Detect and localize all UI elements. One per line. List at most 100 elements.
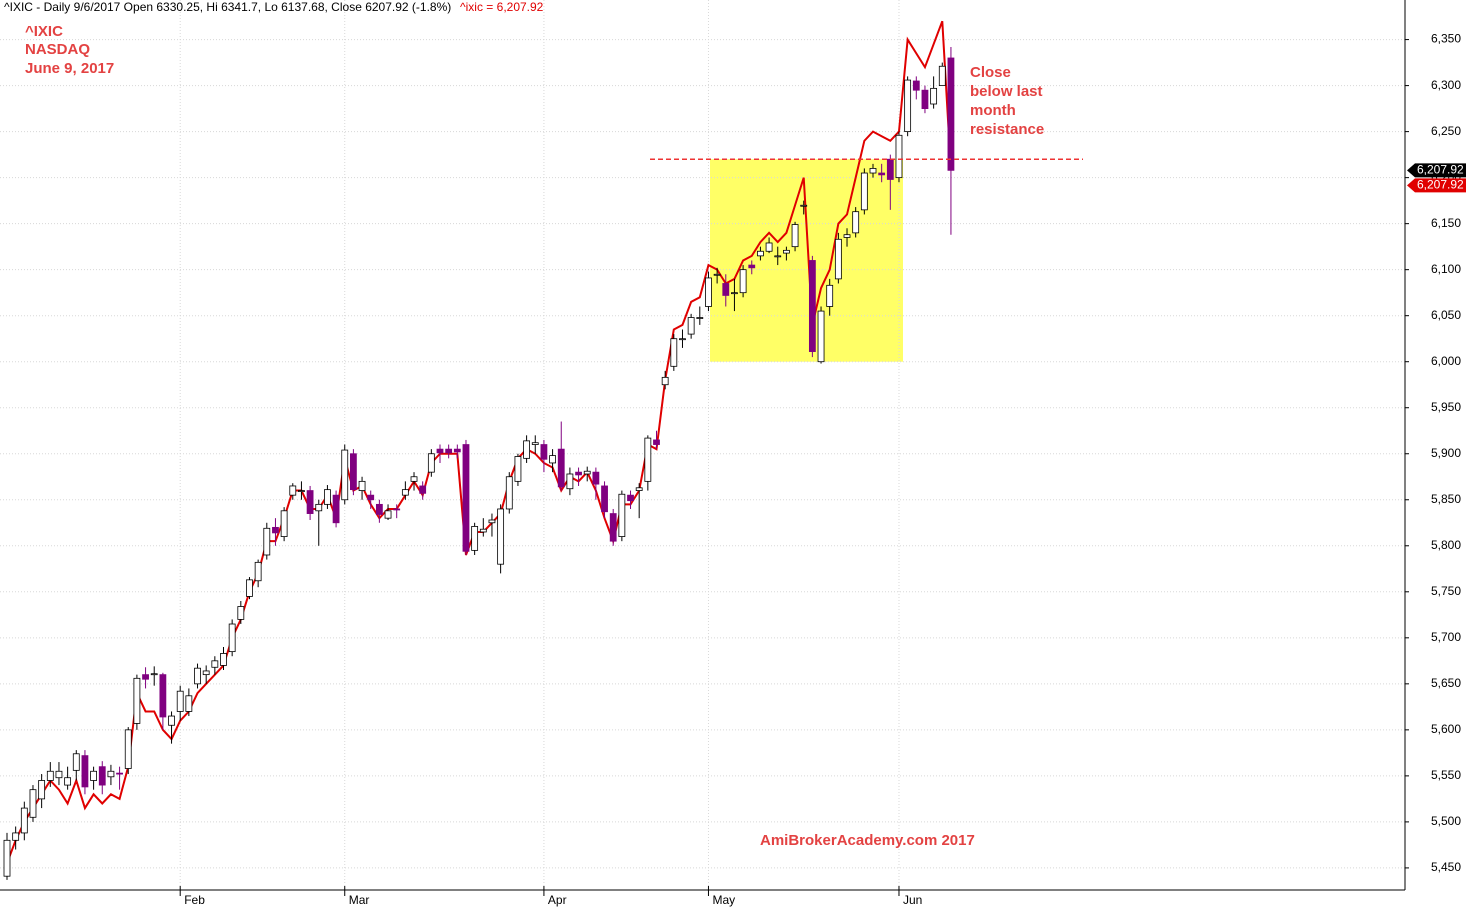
y-tick-label: 6,050 xyxy=(1431,308,1461,322)
candle-body xyxy=(289,485,297,496)
y-tick-label: 5,800 xyxy=(1431,538,1461,552)
candle-body xyxy=(462,444,470,552)
candle-body xyxy=(3,839,11,877)
background-layer xyxy=(0,0,1405,890)
y-tick-label: 6,100 xyxy=(1431,262,1461,276)
candle-body xyxy=(38,780,46,800)
y-tick-label: 6,350 xyxy=(1431,32,1461,46)
annotation: NASDAQ xyxy=(25,41,90,58)
y-tick-label: 6,250 xyxy=(1431,124,1461,138)
candle-body xyxy=(410,476,418,482)
candle-body xyxy=(921,89,929,110)
y-tick-label: 5,950 xyxy=(1431,400,1461,414)
candle-body xyxy=(886,158,894,180)
note: resistance xyxy=(970,121,1044,138)
candle-body xyxy=(90,770,97,781)
candle-body xyxy=(904,79,912,133)
candle-body xyxy=(661,376,669,386)
candle-body xyxy=(72,753,80,771)
candle-body xyxy=(46,770,54,781)
candle-body xyxy=(64,777,72,786)
candle-body xyxy=(808,260,816,352)
candle-body xyxy=(185,695,193,712)
x-tick-label: Feb xyxy=(184,893,205,907)
candle-body xyxy=(860,172,868,211)
candle-body xyxy=(29,789,37,818)
candle-body xyxy=(834,238,842,280)
candle-body xyxy=(81,755,89,788)
candle-body xyxy=(211,660,219,668)
candle-body xyxy=(142,674,149,680)
candle-body xyxy=(687,317,695,335)
last-price-box xyxy=(1407,178,1466,193)
candle-body xyxy=(566,473,574,490)
x-tick-label: Mar xyxy=(349,893,370,907)
candle-body xyxy=(635,487,643,491)
y-tick-label: 5,750 xyxy=(1431,584,1461,598)
candle-body xyxy=(306,490,314,514)
candle-body xyxy=(618,493,626,537)
candle-body xyxy=(419,485,427,494)
candle-body xyxy=(739,269,747,294)
candle-body xyxy=(453,448,461,453)
candle-body xyxy=(748,264,756,269)
candle-body xyxy=(150,673,158,676)
candle-body xyxy=(912,80,920,91)
candle-body xyxy=(12,832,20,841)
header: ^IXIC - Daily 9/6/2017 Open 6330.25, Hi … xyxy=(4,0,451,14)
y-tick-label: 6,150 xyxy=(1431,216,1461,230)
overlay-line xyxy=(6,20,952,864)
candle-body xyxy=(263,527,271,556)
candle-body xyxy=(817,310,825,363)
candle-body xyxy=(436,448,444,454)
candle-body xyxy=(315,503,323,512)
y-tick-label: 6,300 xyxy=(1431,78,1461,92)
y-tick-label: 5,450 xyxy=(1431,860,1461,874)
candle-body xyxy=(679,338,686,341)
annotation: ^IXIC xyxy=(25,23,63,40)
candle-body xyxy=(765,242,773,252)
candle-body xyxy=(324,489,331,505)
candle-body xyxy=(202,670,210,676)
candle-body xyxy=(531,442,539,445)
candle-body xyxy=(505,476,513,510)
candle-body xyxy=(722,283,730,296)
watermark: AmiBrokerAcademy.com 2017 xyxy=(760,832,975,849)
candle-body xyxy=(168,715,175,726)
candle-body xyxy=(497,508,505,565)
candle-body xyxy=(133,677,141,724)
candle-body xyxy=(367,494,375,501)
candle-body xyxy=(731,292,738,295)
candle-body xyxy=(783,249,790,254)
candle-body xyxy=(713,273,721,276)
candle-body xyxy=(609,513,617,542)
candle-body xyxy=(332,494,340,524)
last-price-box xyxy=(1407,163,1466,178)
note: Close xyxy=(970,64,1011,81)
x-tick-label: May xyxy=(712,893,735,907)
candle-body xyxy=(575,471,582,476)
x-tick-label: Jun xyxy=(903,893,922,907)
candle-body xyxy=(627,494,634,502)
highlight-zone xyxy=(710,159,903,362)
candle-body xyxy=(55,770,63,779)
candle-body xyxy=(228,623,236,653)
candle-body xyxy=(20,807,28,834)
candle-body xyxy=(220,653,227,666)
candle-body xyxy=(583,470,591,475)
y-tick-label: 5,900 xyxy=(1431,446,1461,460)
note: month xyxy=(970,102,1016,119)
candle-body xyxy=(557,448,565,488)
candle-body xyxy=(592,471,600,485)
candle-body xyxy=(705,277,712,307)
candle-body xyxy=(826,284,834,307)
y-tick-label: 5,550 xyxy=(1431,768,1461,782)
last-price-label: 6,207.92 xyxy=(1417,178,1464,192)
candle-body xyxy=(375,503,383,515)
candle-body xyxy=(479,528,487,533)
candle-body xyxy=(107,770,115,778)
candle-body xyxy=(644,437,652,482)
candle-body xyxy=(601,485,608,513)
y-tick-label: 5,600 xyxy=(1431,722,1461,736)
